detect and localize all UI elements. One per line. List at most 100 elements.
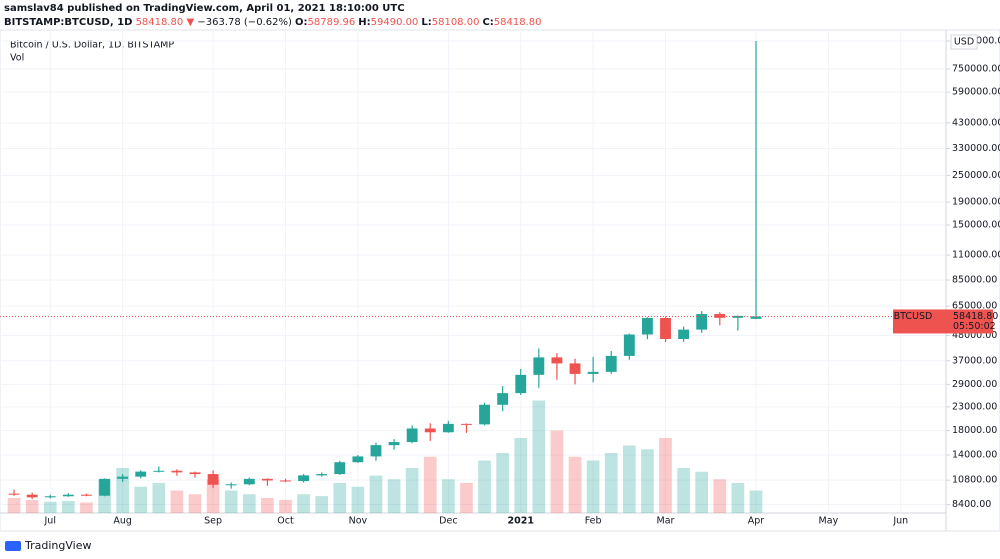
frame — [0, 29, 1000, 532]
candle-body — [515, 374, 527, 394]
candle-body — [406, 428, 418, 443]
ohlc-value: 58108.00 — [431, 17, 480, 28]
volume-bar — [641, 449, 654, 513]
candle-body — [641, 317, 653, 335]
volume-bar — [442, 479, 455, 513]
candle-body — [225, 484, 237, 486]
candle-body — [44, 496, 56, 498]
y-tick-label: 430000.00 — [952, 117, 1000, 128]
candle-body — [207, 474, 219, 485]
volume-bar — [369, 475, 383, 513]
volume-bar — [586, 460, 600, 513]
candle-body — [26, 494, 38, 498]
x-tick-label: 2021 — [508, 516, 534, 527]
brand: TradingView — [24, 539, 91, 552]
x-tick-label: Sep — [204, 516, 222, 527]
volume-bar — [188, 494, 202, 513]
volume-bar — [315, 496, 329, 513]
header: samslav84 published on TradingView.com, … — [4, 2, 545, 30]
volume-bar — [405, 468, 419, 513]
y-tick-label: 750000.00 — [952, 63, 1000, 74]
countdown: 05:50:02 — [953, 321, 996, 332]
volume-bar — [387, 479, 401, 513]
volume-bar — [7, 498, 21, 513]
candle-body — [243, 478, 255, 485]
volume-bar — [43, 501, 57, 513]
chart-title: Bitcoin / U.S. Dollar, 1D, BITSTAMP — [10, 40, 174, 51]
x-tick-label: Jul — [44, 516, 56, 527]
volume-bar — [224, 490, 238, 513]
volume-bar — [532, 400, 546, 513]
candle-body — [479, 404, 490, 425]
volume-bar — [659, 438, 672, 513]
candle-body — [714, 314, 726, 318]
candle-body — [442, 423, 454, 433]
y-tick-label: 190000.00 — [952, 197, 1000, 208]
arrow: ▼ — [186, 17, 195, 28]
volume-bar — [731, 483, 745, 513]
candle-body — [678, 329, 690, 340]
volume-bar — [604, 453, 618, 513]
volume-bar — [25, 499, 39, 513]
candle-body — [135, 471, 147, 477]
candle-body — [316, 474, 328, 476]
candle-body — [732, 315, 744, 318]
ohlc-value: 58789.96 — [307, 17, 356, 28]
volume-bar — [550, 430, 564, 513]
volume-bar — [749, 490, 763, 513]
last-price: 58418.80 — [135, 17, 184, 28]
candle-body — [497, 393, 509, 405]
volume-bar — [152, 483, 166, 513]
volume-bar — [478, 460, 491, 513]
candle-body — [352, 456, 364, 463]
volume-bar — [116, 468, 129, 513]
x-tick-label: Mar — [657, 516, 675, 527]
candle-body — [171, 470, 183, 473]
y-tick-label: 330000.00 — [952, 143, 1000, 154]
candle-body — [261, 478, 273, 481]
last-price-box — [893, 309, 993, 334]
volume-bar — [134, 486, 148, 513]
y-tick-label: 250000.00 — [952, 170, 1000, 181]
y-tick-label: 590000.00 — [952, 87, 1000, 98]
volume-bar — [297, 494, 310, 513]
y-tick-label: 37000.00 — [952, 355, 997, 366]
y-tick-label: 29000.00 — [952, 379, 997, 390]
volume-bar — [568, 456, 582, 513]
last-price-label: 58418.80 — [953, 311, 998, 322]
volume-bar — [677, 468, 690, 513]
logo — [5, 541, 21, 551]
volume-bar — [261, 498, 274, 513]
y-tick-label: 8400.00 — [952, 499, 991, 510]
candle-body — [99, 478, 110, 496]
y-tick-label: 23000.00 — [952, 401, 997, 412]
volume-bar — [713, 479, 727, 513]
ohlc: O:58789.96 H:59490.00 L:58108.00 C:58418.80 — [295, 17, 544, 28]
volume-bar — [622, 445, 636, 513]
candle-body — [334, 462, 346, 475]
ohlc-label: O: — [295, 17, 308, 28]
x-tick-label: Nov — [349, 516, 368, 527]
candle-body — [533, 357, 545, 375]
y-tick-label: 14000.00 — [952, 450, 997, 461]
candle-body — [153, 470, 165, 472]
candle-body — [117, 476, 129, 479]
volume-label: Vol — [10, 53, 24, 64]
x-tick-label: Oct — [277, 516, 294, 527]
y-tick-label: 48000.00 — [952, 330, 997, 341]
currency-badge — [950, 34, 978, 50]
volume-bar — [423, 456, 437, 513]
y-tick-label: 10800.00 — [952, 475, 997, 486]
x-tick-label: Apr — [748, 516, 765, 527]
x-tick-label: Dec — [439, 516, 457, 527]
volume-bar — [279, 499, 292, 513]
x-tick-label: Aug — [113, 516, 132, 527]
x-tick-label: Jun — [892, 516, 908, 527]
y-tick-label: 65000.00 — [952, 301, 997, 312]
x-tick-label: Feb — [585, 516, 602, 527]
volume-bar — [242, 494, 256, 513]
candle-body — [8, 493, 20, 495]
ohlc-label: C: — [482, 17, 494, 28]
author: samslav84 published on TradingView.com, … — [4, 3, 405, 14]
